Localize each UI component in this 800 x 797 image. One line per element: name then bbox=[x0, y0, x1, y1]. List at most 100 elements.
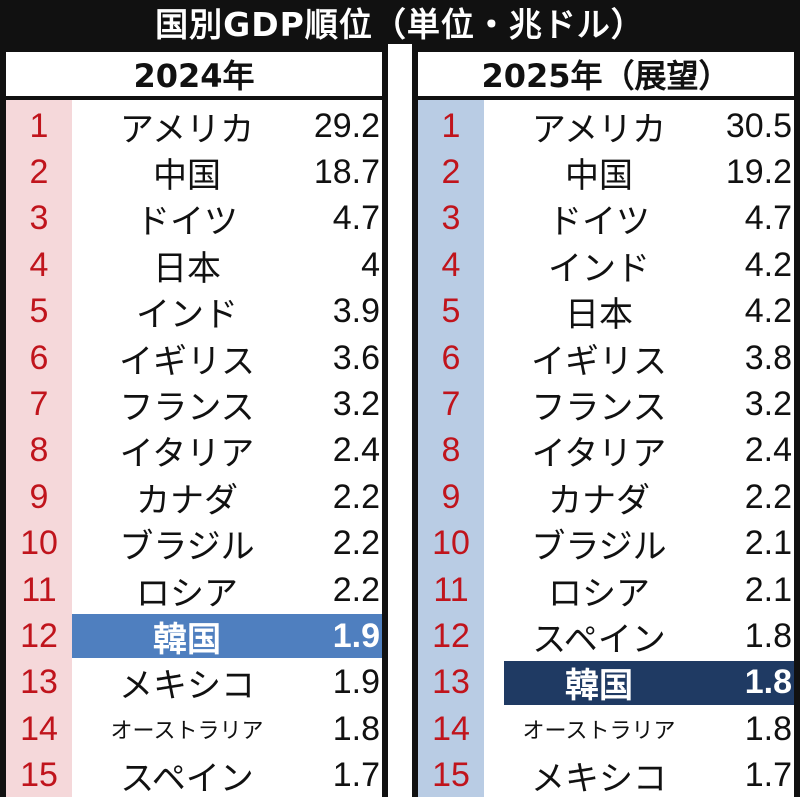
ranking-row: 12 スペイン 1.8 bbox=[418, 613, 794, 660]
ranking-row: 2 中国 18.7 bbox=[6, 149, 382, 196]
gdp-value: 1.8 bbox=[332, 709, 380, 748]
gdp-value: 18.7 bbox=[313, 152, 380, 191]
ranking-row: 1 アメリカ 30.5 bbox=[418, 103, 794, 150]
rank-number: 2 bbox=[441, 152, 461, 191]
ranking-row: 15 スペイン 1.7 bbox=[6, 753, 382, 797]
ranking-row: 14 オーストラリア 1.8 bbox=[418, 706, 794, 752]
gdp-value: 4.2 bbox=[744, 245, 792, 284]
gdp-value: 2.4 bbox=[332, 431, 380, 470]
country-name: 韓国 bbox=[565, 666, 633, 707]
country-name: アメリカ bbox=[531, 109, 667, 150]
country-name: イギリス bbox=[531, 341, 667, 382]
rank-number: 8 bbox=[29, 431, 49, 470]
ranking-row: 3 ドイツ 4.7 bbox=[418, 196, 794, 242]
rank-number: 11 bbox=[21, 570, 57, 609]
rank-number: 2 bbox=[29, 152, 49, 191]
rank-number: 1 bbox=[441, 106, 461, 145]
gdp-value: 1.9 bbox=[332, 616, 380, 655]
ranking-row: 7 フランス 3.2 bbox=[6, 381, 382, 428]
rank-number: 7 bbox=[29, 384, 49, 423]
panel-2024: 2024年 1 アメリカ 29.2 2 中国 18.7 3 ドイツ 4.7 4 日本 4 5 インド 3.9… bbox=[0, 44, 388, 797]
country-name: インド bbox=[548, 248, 650, 289]
highlight-bar bbox=[72, 614, 382, 659]
country-name: イタリア bbox=[531, 434, 667, 475]
ranking-row: 6 イギリス 3.6 bbox=[6, 335, 382, 382]
rank-number: 12 bbox=[432, 616, 470, 655]
country-name: オーストラリア bbox=[522, 719, 676, 745]
rank-number: 11 bbox=[433, 570, 469, 609]
rank-number: 9 bbox=[29, 477, 49, 516]
country-name: ロシア bbox=[548, 573, 650, 614]
rank-number: 4 bbox=[29, 245, 49, 284]
panel-2025: 2025年（展望） 1 アメリカ 30.5 2 中国 19.2 3 ドイツ 4.7 4 インド 4.2… bbox=[412, 44, 800, 797]
gdp-value: 2.2 bbox=[332, 570, 380, 609]
ranking-row: 2 中国 19.2 bbox=[418, 149, 794, 196]
gdp-value: 19.2 bbox=[725, 152, 792, 191]
country-name: アメリカ bbox=[119, 109, 255, 150]
ranking-list-2025: 1 アメリカ 30.5 2 中国 19.2 3 ドイツ 4.7 4 インド 4.2 5 日本 4.2 6 イギリ… bbox=[418, 100, 794, 797]
rank-number: 8 bbox=[441, 431, 461, 470]
country-name: カナダ bbox=[548, 480, 650, 521]
ranking-row: 15 メキシコ 1.7 bbox=[418, 753, 794, 797]
rank-number: 10 bbox=[20, 524, 58, 563]
rank-number: 15 bbox=[20, 756, 58, 795]
country-name: イギリス bbox=[119, 341, 255, 382]
gdp-value: 1.9 bbox=[332, 663, 380, 702]
country-name: ブラジル bbox=[119, 527, 255, 568]
rank-column-background bbox=[418, 100, 484, 797]
ranking-row: 4 インド 4.2 bbox=[418, 242, 794, 289]
ranking-row: 13 メキシコ 1.9 bbox=[6, 660, 382, 706]
gdp-value: 2.1 bbox=[744, 524, 792, 563]
gdp-value: 4.7 bbox=[744, 199, 792, 238]
panel-divider bbox=[388, 44, 412, 797]
ranking-row: 8 イタリア 2.4 bbox=[418, 428, 794, 474]
country-name: メキシコ bbox=[531, 759, 667, 797]
rank-number: 9 bbox=[441, 477, 461, 516]
country-name: ロシア bbox=[136, 573, 238, 614]
ranking-list-2024: 1 アメリカ 29.2 2 中国 18.7 3 ドイツ 4.7 4 日本 4 5 インド 3.9 6 イギリス 3… bbox=[6, 100, 382, 797]
country-name: ドイツ bbox=[136, 202, 238, 243]
gdp-value: 4.7 bbox=[332, 199, 380, 238]
country-name: カナダ bbox=[136, 480, 238, 521]
ranking-row: 13 韓国 1.8 bbox=[418, 660, 794, 706]
gdp-value: 3.8 bbox=[744, 338, 792, 377]
country-name: 中国 bbox=[565, 155, 633, 196]
country-name: 韓国 bbox=[153, 619, 221, 660]
country-name: スペイン bbox=[120, 759, 254, 797]
rank-number: 14 bbox=[432, 709, 470, 748]
gdp-value: 1.8 bbox=[744, 616, 792, 655]
page-title: 国別GDP順位（単位・兆ドル） bbox=[0, 0, 800, 44]
ranking-row: 6 イギリス 3.8 bbox=[418, 335, 794, 382]
rank-column-background bbox=[6, 100, 72, 797]
ranking-row: 12 韓国 1.9 bbox=[6, 613, 382, 660]
ranking-row: 8 イタリア 2.4 bbox=[6, 428, 382, 474]
gdp-value: 3.2 bbox=[332, 384, 380, 423]
ranking-row: 14 オーストラリア 1.8 bbox=[6, 706, 382, 752]
rank-number: 6 bbox=[441, 338, 461, 377]
ranking-row: 9 カナダ 2.2 bbox=[418, 474, 794, 521]
panel-header-2024: 2024年 bbox=[6, 52, 382, 96]
gdp-value: 1.7 bbox=[332, 756, 380, 795]
gdp-value: 2.1 bbox=[744, 570, 792, 609]
country-name: オーストラリア bbox=[110, 719, 264, 745]
rank-number: 6 bbox=[29, 338, 49, 377]
ranking-row: 9 カナダ 2.2 bbox=[6, 474, 382, 521]
ranking-row: 7 フランス 3.2 bbox=[418, 381, 794, 428]
gdp-value: 4 bbox=[361, 245, 380, 284]
ranking-row: 5 日本 4.2 bbox=[418, 289, 794, 335]
rank-number: 5 bbox=[29, 292, 49, 331]
gdp-value: 1.8 bbox=[744, 709, 792, 748]
rank-number: 4 bbox=[441, 245, 461, 284]
gdp-value: 2.4 bbox=[744, 431, 792, 470]
country-name: フランス bbox=[531, 387, 667, 428]
gdp-value: 3.6 bbox=[332, 338, 380, 377]
gdp-value: 29.2 bbox=[313, 106, 380, 145]
rank-number: 13 bbox=[20, 663, 58, 702]
rank-number: 15 bbox=[432, 756, 470, 795]
rank-number: 5 bbox=[441, 292, 461, 331]
gdp-value: 2.2 bbox=[332, 477, 380, 516]
gdp-value: 1.7 bbox=[744, 756, 792, 795]
gdp-value: 2.2 bbox=[332, 524, 380, 563]
ranking-row: 11 ロシア 2.1 bbox=[418, 567, 794, 614]
gdp-value: 4.2 bbox=[744, 292, 792, 331]
